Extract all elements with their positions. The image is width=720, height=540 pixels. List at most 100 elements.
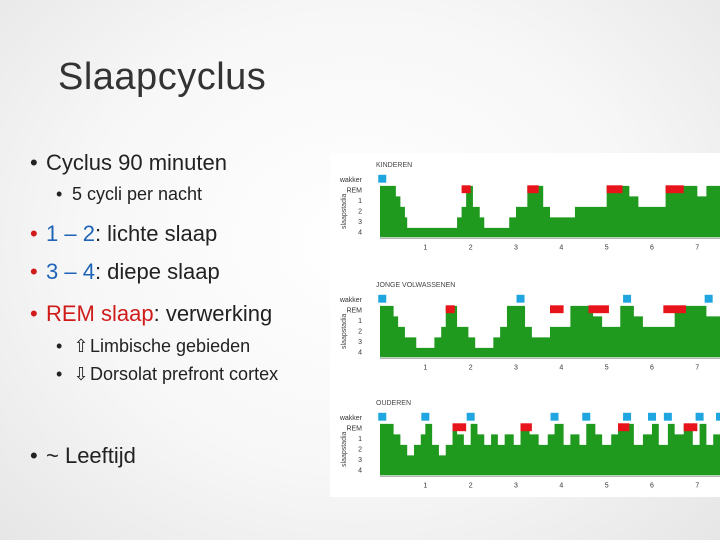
arrow-up-icon: ⇧ bbox=[73, 336, 89, 356]
x-tick-label: 6 bbox=[650, 244, 654, 251]
rem-bar bbox=[683, 423, 698, 432]
stage-label: REM bbox=[346, 426, 362, 433]
stage-label: 1 bbox=[358, 436, 362, 443]
x-tick-label: 2 bbox=[469, 364, 473, 371]
x-tick-label: 3 bbox=[514, 244, 518, 251]
bullet-dot: • bbox=[56, 364, 63, 384]
panel-title: KINDEREN bbox=[376, 162, 412, 169]
sleep-area bbox=[380, 423, 720, 476]
bullet-limbisch-text: Limbische gebieden bbox=[90, 336, 251, 356]
x-tick-label: 4 bbox=[559, 244, 563, 251]
x-tick-label: 5 bbox=[605, 482, 609, 489]
rem-bar bbox=[452, 423, 467, 432]
bullet-cyclus-text: Cyclus 90 minuten bbox=[46, 150, 227, 175]
rem-bar bbox=[527, 185, 539, 194]
bullet-cycli: • 5 cycli per nacht bbox=[56, 184, 202, 205]
bullet-leeftijd-text: ~ Leeftijd bbox=[46, 443, 136, 468]
sleep-area bbox=[380, 185, 720, 238]
x-tick-label: 1 bbox=[423, 244, 427, 251]
stage-label: 1 bbox=[358, 198, 362, 205]
x-tick-label: 4 bbox=[559, 364, 563, 371]
rem-bar bbox=[445, 305, 455, 314]
awake-mark bbox=[695, 412, 704, 421]
stage-label: wakker bbox=[339, 415, 363, 422]
bullet-dot: • bbox=[30, 221, 38, 246]
bullet-diepe-text: : diepe slaap bbox=[94, 259, 220, 284]
awake-mark bbox=[421, 412, 430, 421]
x-tick-label: 2 bbox=[469, 244, 473, 251]
stage-label: 4 bbox=[358, 350, 362, 357]
awake-mark bbox=[623, 294, 632, 303]
y-axis-label: slaapstadia bbox=[341, 313, 348, 349]
bullet-rem-text: : verwerking bbox=[153, 301, 273, 326]
bullet-dot: • bbox=[30, 301, 38, 326]
bullet-dorsolat-text: Dorsolat prefront cortex bbox=[90, 364, 279, 384]
awake-mark bbox=[378, 294, 387, 303]
rem-bar bbox=[606, 185, 623, 194]
stage-label: wakker bbox=[339, 297, 363, 304]
stage-label: 2 bbox=[358, 209, 362, 216]
bullet-limbisch: • ⇧Limbische gebieden bbox=[56, 336, 250, 357]
rem-bar bbox=[550, 305, 564, 314]
y-axis-label: slaapstadia bbox=[341, 431, 348, 467]
stage-label: 3 bbox=[358, 339, 362, 346]
rem-bar bbox=[588, 305, 609, 314]
stage-label: 2 bbox=[358, 329, 362, 336]
awake-mark bbox=[648, 412, 656, 421]
bullet-rem-slaap: • REM slaap: verwerking bbox=[30, 301, 272, 327]
awake-mark bbox=[378, 174, 387, 183]
x-tick-label: 1 bbox=[423, 482, 427, 489]
bullet-diepe-slaap: • 3 – 4: diepe slaap bbox=[30, 259, 220, 285]
rem-bar bbox=[520, 423, 532, 432]
stage-label: REM bbox=[346, 188, 362, 195]
x-tick-label: 4 bbox=[559, 482, 563, 489]
rem-bar bbox=[618, 423, 630, 432]
x-tick-label: 3 bbox=[514, 482, 518, 489]
bullet-dot: • bbox=[30, 443, 38, 468]
bullet-lichte-text: : lichte slaap bbox=[94, 221, 218, 246]
bullet-lichte-slaap: • 1 – 2: lichte slaap bbox=[30, 221, 217, 247]
stage-label: 1 bbox=[358, 318, 362, 325]
awake-mark bbox=[623, 412, 632, 421]
bullet-rem-label: REM slaap bbox=[46, 301, 154, 326]
stage-label: 2 bbox=[358, 447, 362, 454]
stage-label: 3 bbox=[358, 219, 362, 226]
bullet-leeftijd: • ~ Leeftijd bbox=[30, 443, 136, 469]
x-tick-label: 2 bbox=[469, 482, 473, 489]
sleep-hypnogram-figure: KINDEREN wakker REM 1 2 3 4 slaapstadia 1 2 3 4 5 6 7 J… bbox=[330, 153, 720, 497]
x-tick-label: 1 bbox=[423, 364, 427, 371]
awake-mark bbox=[663, 412, 672, 421]
awake-mark bbox=[516, 294, 525, 303]
bullet-lichte-num: 1 – 2 bbox=[46, 221, 95, 246]
stage-label: 4 bbox=[358, 230, 362, 237]
bullet-dorsolat: • ⇩Dorsolat prefront cortex bbox=[56, 364, 278, 385]
stage-label: 3 bbox=[358, 457, 362, 464]
bullet-dot: • bbox=[56, 336, 63, 356]
x-tick-label: 6 bbox=[650, 482, 654, 489]
x-tick-label: 5 bbox=[605, 244, 609, 251]
rem-bar bbox=[663, 305, 686, 314]
x-tick-label: 7 bbox=[695, 482, 699, 489]
bullet-dot: • bbox=[30, 259, 38, 284]
bullet-cyclus: • Cyclus 90 minuten bbox=[30, 150, 227, 176]
rem-bar bbox=[461, 185, 471, 194]
bullet-diepe-num: 3 – 4 bbox=[46, 259, 95, 284]
rem-bar bbox=[665, 185, 684, 194]
awake-mark bbox=[582, 412, 591, 421]
panel-title: JONGE VOLWASSENEN bbox=[376, 282, 455, 289]
awake-mark bbox=[716, 412, 720, 421]
panel-title: OUDEREN bbox=[376, 400, 411, 407]
x-tick-label: 7 bbox=[695, 244, 699, 251]
stage-label: wakker bbox=[339, 177, 363, 184]
x-tick-label: 7 bbox=[695, 364, 699, 371]
x-tick-label: 5 bbox=[605, 364, 609, 371]
bullet-dot: • bbox=[30, 150, 38, 175]
awake-mark bbox=[378, 412, 387, 421]
awake-mark bbox=[466, 412, 475, 421]
bullet-dot: • bbox=[56, 184, 63, 204]
awake-mark bbox=[550, 412, 559, 421]
y-axis-label: slaapstadia bbox=[341, 193, 348, 229]
stage-label: 4 bbox=[358, 468, 362, 475]
sleep-area bbox=[380, 305, 720, 358]
stage-label: REM bbox=[346, 308, 362, 315]
